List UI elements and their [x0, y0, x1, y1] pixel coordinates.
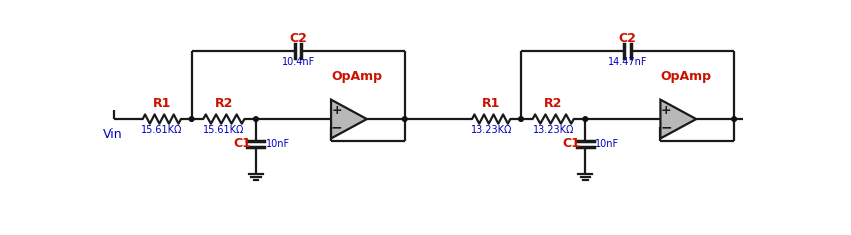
Text: Vin: Vin — [103, 128, 123, 141]
Text: OpAmp: OpAmp — [660, 70, 711, 83]
Text: −: − — [660, 120, 671, 134]
Text: C1: C1 — [563, 137, 580, 150]
Text: 14.47nF: 14.47nF — [608, 57, 648, 67]
Text: 10nF: 10nF — [596, 139, 620, 149]
Polygon shape — [331, 100, 367, 138]
Text: 10.4nF: 10.4nF — [282, 57, 315, 67]
Text: R1: R1 — [482, 97, 500, 110]
Text: +: + — [660, 104, 671, 118]
Circle shape — [518, 117, 523, 121]
Text: 10nF: 10nF — [266, 139, 290, 149]
Text: +: + — [331, 104, 342, 118]
Text: C2: C2 — [289, 32, 307, 45]
Circle shape — [583, 117, 588, 121]
Polygon shape — [660, 100, 696, 138]
Text: C1: C1 — [233, 137, 251, 150]
Circle shape — [189, 117, 194, 121]
Text: R2: R2 — [214, 97, 233, 110]
Text: R2: R2 — [544, 97, 563, 110]
Text: 13.23KΩ: 13.23KΩ — [471, 125, 511, 135]
Text: −: − — [331, 120, 342, 134]
Circle shape — [403, 117, 407, 121]
Circle shape — [732, 117, 736, 121]
Text: R1: R1 — [152, 97, 171, 110]
Circle shape — [254, 117, 258, 121]
Text: C2: C2 — [619, 32, 637, 45]
Text: 15.61KΩ: 15.61KΩ — [141, 125, 182, 135]
Text: OpAmp: OpAmp — [331, 70, 382, 83]
Text: 13.23KΩ: 13.23KΩ — [533, 125, 574, 135]
Text: 15.61KΩ: 15.61KΩ — [203, 125, 244, 135]
